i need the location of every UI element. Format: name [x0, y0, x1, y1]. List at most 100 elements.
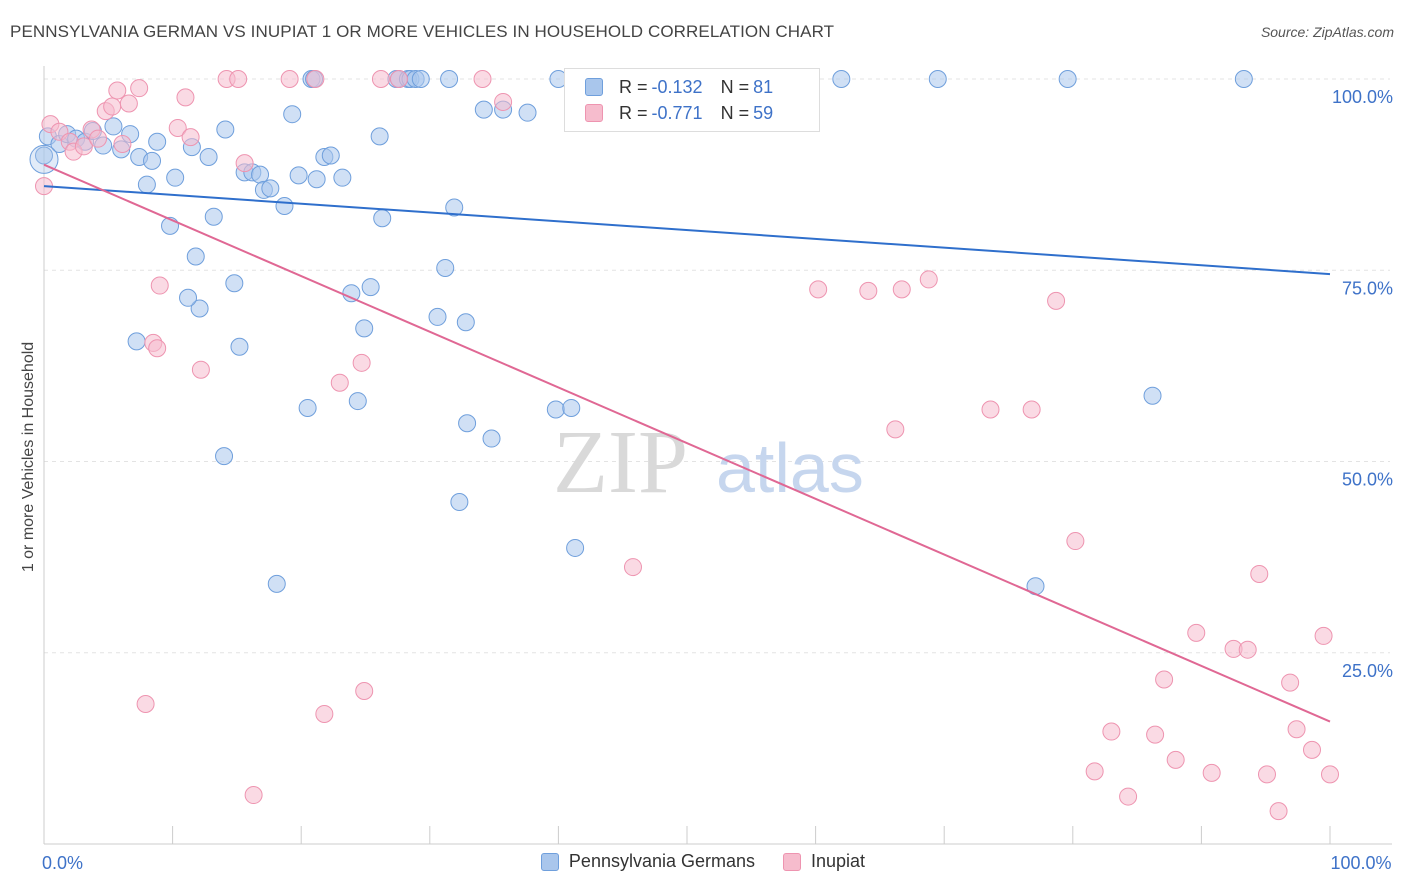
- legend-item-pennsylvania-germans[interactable]: Pennsylvania Germans: [540, 851, 755, 872]
- trend-line-pennsylvania-germans: [43, 185, 1331, 276]
- x-tick-label: 100.0%: [1330, 853, 1391, 873]
- x-tick-label: 0.0%: [42, 853, 83, 873]
- data-point: [330, 373, 349, 392]
- y-tick-label: 25.0%: [1342, 661, 1393, 681]
- data-point: [371, 70, 390, 88]
- chart-source: Source: ZipAtlas.com: [1260, 24, 1394, 40]
- data-point: [562, 398, 581, 417]
- data-point: [482, 429, 501, 448]
- data-point: [428, 307, 447, 326]
- data-point: [230, 337, 249, 356]
- data-point: [1234, 70, 1253, 88]
- data-point: [892, 280, 911, 299]
- data-point: [74, 137, 93, 156]
- data-point: [361, 278, 380, 297]
- stats-r-label: R =: [619, 76, 648, 97]
- data-point: [148, 339, 167, 358]
- data-point: [450, 493, 469, 512]
- data-point: [518, 103, 537, 122]
- data-point: [204, 207, 223, 226]
- y-tick-label: 50.0%: [1342, 470, 1393, 490]
- data-point: [283, 105, 302, 124]
- legend-item-inupiat[interactable]: Inupiat: [783, 851, 865, 872]
- data-point: [809, 280, 828, 299]
- data-point: [307, 170, 326, 189]
- data-point: [244, 786, 263, 805]
- data-point: [289, 166, 308, 185]
- stats-r-value: -0.132: [651, 76, 703, 97]
- data-point: [229, 70, 248, 88]
- data-point: [113, 135, 132, 154]
- data-point: [267, 574, 286, 593]
- series-pennsylvania-germans: [29, 70, 1253, 596]
- gridlines: [44, 78, 1390, 654]
- data-point: [436, 258, 455, 277]
- data-point: [137, 175, 156, 194]
- data-point: [166, 168, 185, 187]
- data-point: [1287, 720, 1306, 739]
- data-point: [176, 88, 195, 107]
- data-point: [148, 132, 167, 151]
- data-point: [179, 288, 198, 307]
- data-point: [1281, 673, 1300, 692]
- y-tick-label: 75.0%: [1342, 278, 1393, 298]
- data-point: [411, 70, 430, 88]
- data-point: [859, 281, 878, 300]
- stats-row-pink: R = -0.771 N = 59: [585, 100, 777, 126]
- data-point: [333, 168, 352, 187]
- data-point: [566, 538, 585, 557]
- stats-n-label: N =: [720, 76, 750, 97]
- data-point: [119, 94, 138, 113]
- data-point: [1119, 787, 1138, 806]
- tick-labels: 25.0% 50.0% 75.0% 100.0% 0.0% 100.0%: [42, 87, 1393, 873]
- data-point: [1102, 722, 1121, 741]
- data-point: [456, 313, 475, 332]
- data-point: [1302, 740, 1321, 759]
- data-point: [832, 70, 851, 88]
- data-point: [191, 360, 210, 379]
- stats-row-blue: R = -0.132 N = 81: [585, 74, 777, 100]
- data-point: [136, 695, 155, 714]
- stats-box: R = -0.132 N = 81 R = -0.771 N = 59: [564, 68, 820, 132]
- data-point: [623, 558, 642, 577]
- data-point: [919, 270, 938, 289]
- data-point: [315, 704, 334, 723]
- data-point: [181, 128, 200, 147]
- data-point: [261, 179, 280, 198]
- data-point: [104, 117, 123, 136]
- data-point: [1047, 291, 1066, 310]
- data-point: [1022, 400, 1041, 419]
- data-point: [546, 400, 565, 419]
- data-point: [1146, 725, 1165, 744]
- data-point: [127, 332, 146, 351]
- data-point: [389, 70, 408, 88]
- axes: [43, 66, 1392, 845]
- data-point: [440, 70, 459, 88]
- data-point: [370, 127, 389, 146]
- data-point: [373, 209, 392, 228]
- data-point: [168, 118, 187, 137]
- data-point: [275, 196, 294, 215]
- data-point: [445, 198, 464, 217]
- legend-label: Inupiat: [811, 851, 866, 871]
- watermark: ZIP atlas: [553, 413, 864, 512]
- stats-n-value: 59: [753, 102, 774, 123]
- data-point: [186, 247, 205, 266]
- trend-lines: [43, 163, 1331, 723]
- data-point: [306, 70, 325, 88]
- stats-r-value: -0.771: [651, 102, 703, 123]
- data-point: [458, 414, 477, 433]
- stats-swatch-blue: [585, 78, 603, 96]
- data-point: [886, 420, 905, 439]
- data-point: [130, 79, 149, 98]
- data-point: [298, 398, 317, 417]
- data-point: [280, 70, 299, 88]
- stats-n-label: N =: [720, 102, 750, 123]
- data-point: [355, 682, 374, 700]
- stats-r-label: R =: [619, 102, 648, 123]
- watermark-zip: ZIP: [553, 413, 688, 512]
- data-point: [1155, 670, 1174, 689]
- data-point: [474, 100, 493, 119]
- series-inupiat: [35, 70, 1339, 821]
